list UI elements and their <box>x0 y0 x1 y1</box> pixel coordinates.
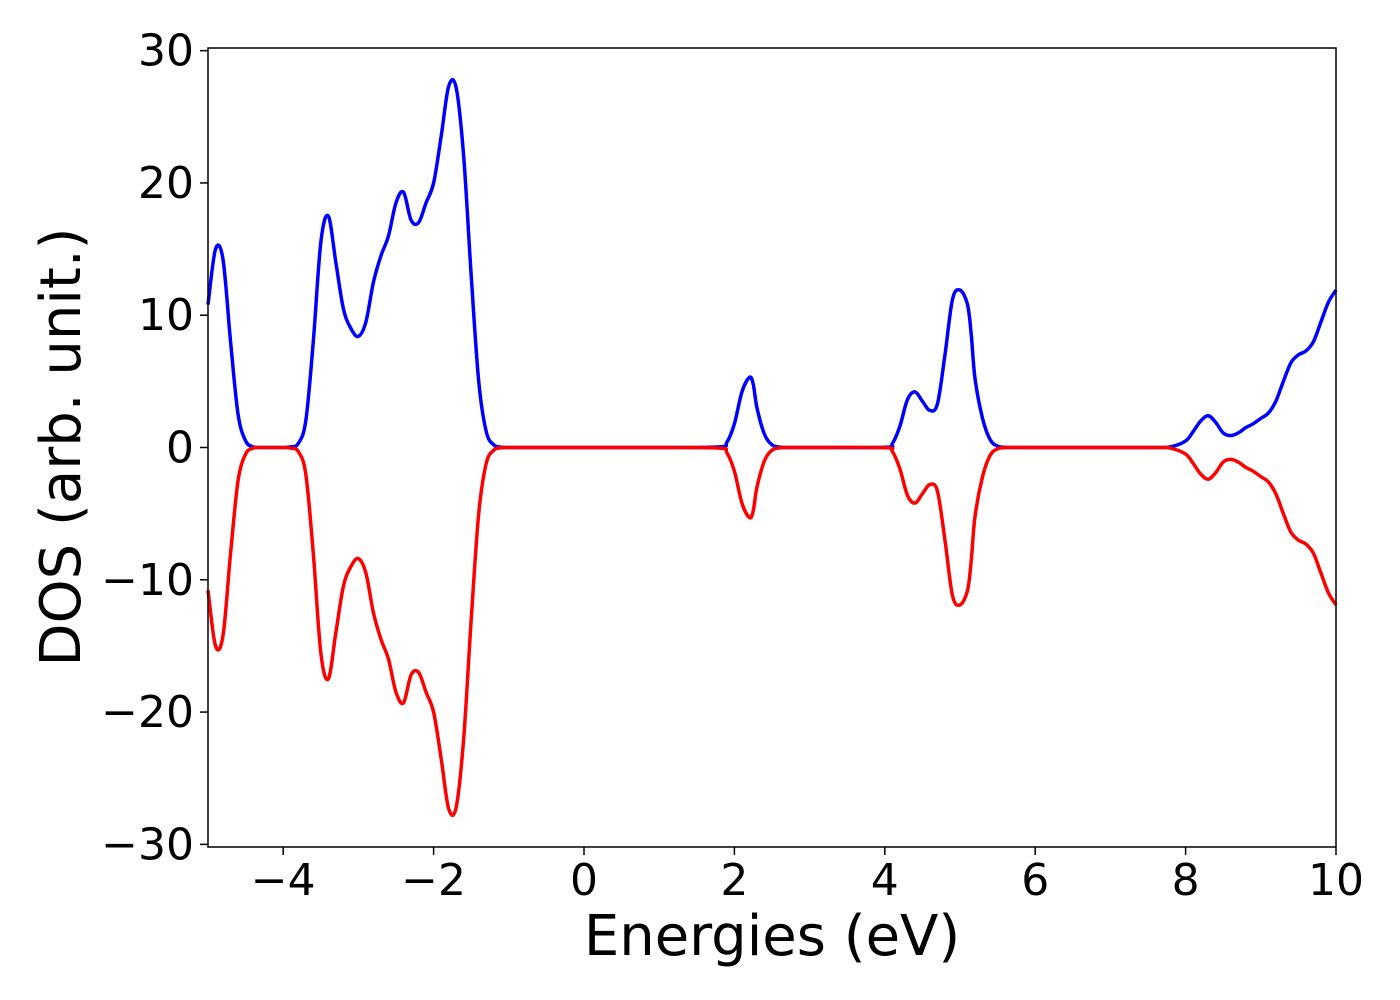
x-tick-label: 0 <box>570 855 598 906</box>
y-tick-label: −30 <box>101 819 194 870</box>
series-line-1 <box>206 77 1338 450</box>
x-tick-label: 10 <box>1308 855 1364 906</box>
x-tick-label: 2 <box>720 855 748 906</box>
y-tick-label: −20 <box>101 687 194 738</box>
y-tick-label: 10 <box>138 290 194 341</box>
x-tick-label: 6 <box>1021 855 1049 906</box>
y-axis-title: DOS (arb. unit.) <box>29 227 94 666</box>
y-tick-label: 0 <box>166 423 194 474</box>
x-tick-label: 4 <box>871 855 899 906</box>
x-axis: −4 −2 0 2 4 6 8 10 <box>251 847 1364 906</box>
y-axis: −30 −20 −10 0 10 20 30 <box>101 26 208 870</box>
x-tick-label: −2 <box>401 855 466 906</box>
y-tick-label: −10 <box>101 555 194 606</box>
x-axis-title: Energies (eV) <box>584 904 960 969</box>
y-tick-label: 30 <box>138 26 194 77</box>
series-layer <box>206 77 1338 818</box>
series-line-2 <box>206 445 1338 818</box>
y-tick-label: 20 <box>138 158 194 209</box>
x-tick-label: 8 <box>1172 855 1200 906</box>
x-tick-label: −4 <box>251 855 316 906</box>
